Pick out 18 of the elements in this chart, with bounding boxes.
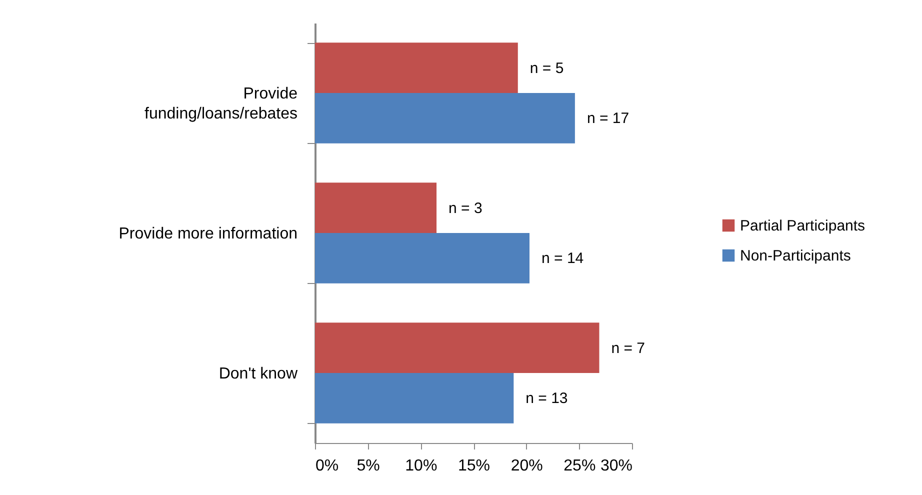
annotation: n = 7	[611, 340, 646, 357]
x-tick-label: 10%	[405, 458, 438, 474]
annotation: n = 17	[586, 110, 630, 128]
annotation: n = 13	[526, 390, 568, 408]
legend-label: Partial Participants	[740, 218, 866, 234]
x-tick-label: 25%	[564, 458, 596, 474]
y-tick-label: Provide funding/loans/rebates	[144, 86, 298, 122]
x-tick-label: 30%	[600, 458, 632, 474]
x-tick-label: 5%	[356, 458, 380, 474]
y-tick-label: Don't know	[218, 366, 298, 382]
y-tick-label: Provide more information	[118, 226, 298, 242]
x-tick-label: 20%	[510, 458, 543, 474]
annotation: n = 14	[542, 250, 584, 268]
x-tick-label: 15%	[458, 458, 490, 474]
annotation: n = 5	[530, 60, 564, 77]
x-tick-label: 0%	[316, 458, 339, 474]
annotation: n = 3	[448, 200, 482, 217]
legend-label: Non-Participants	[740, 248, 851, 264]
